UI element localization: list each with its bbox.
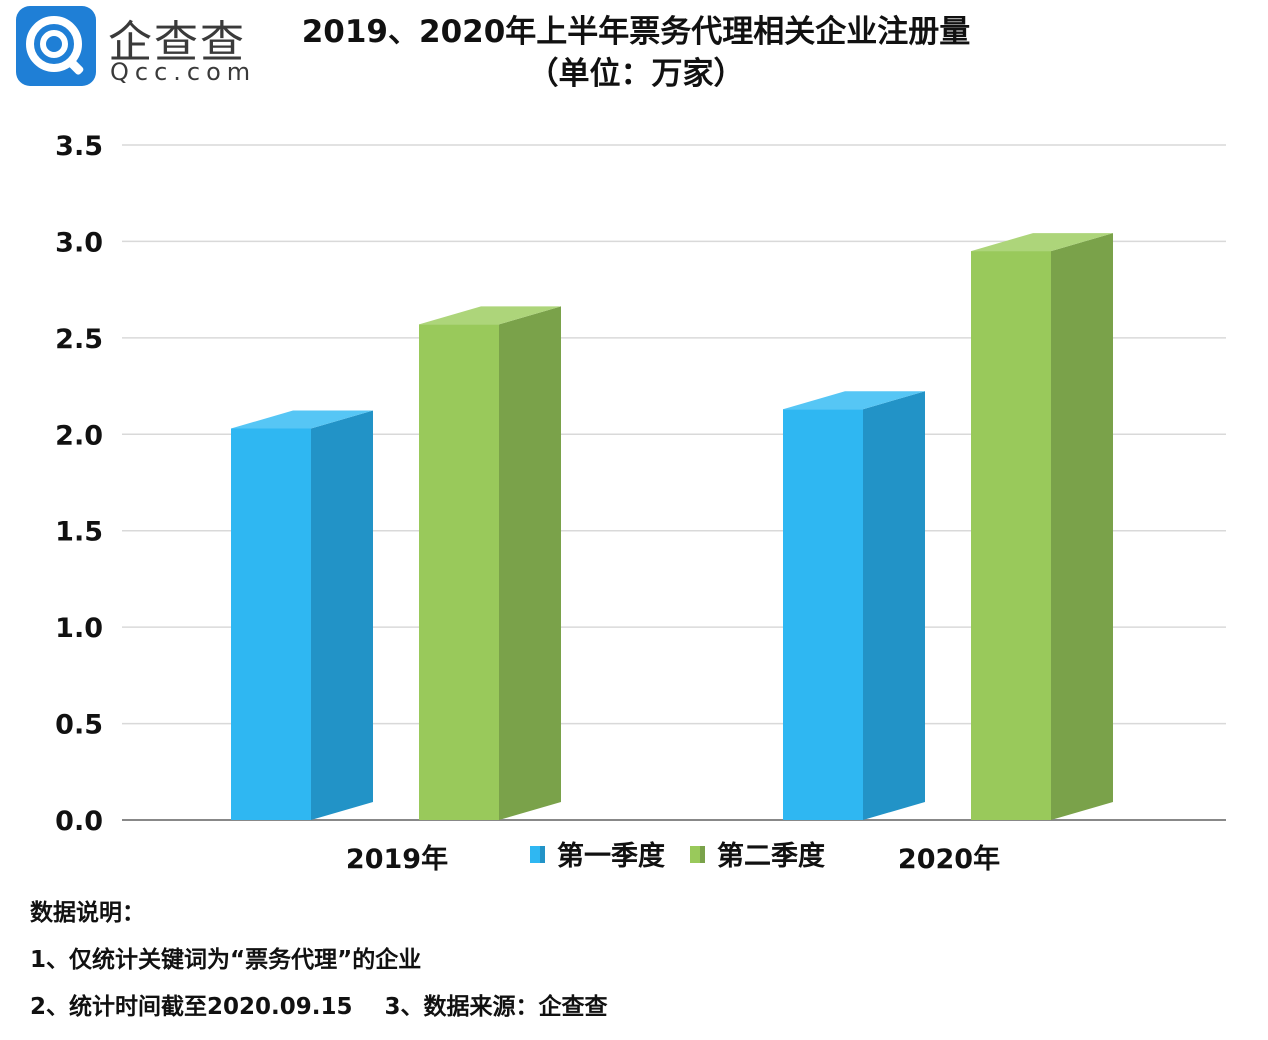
logo-name-en: Qcc.com (110, 58, 257, 86)
notes-heading: 数据说明： (30, 900, 145, 926)
bar-side-第一季度-2019年 (311, 410, 373, 820)
y-tick-label: 0.0 (55, 806, 103, 837)
chart-subtitle: （单位：万家） (527, 56, 745, 92)
y-tick-label: 2.0 (55, 420, 103, 451)
legend-label-第二季度: 第二季度 (717, 840, 825, 872)
y-tick-label: 0.5 (55, 710, 103, 741)
bar-side-第二季度-2019年 (499, 306, 561, 820)
y-tick-label: 1.5 (55, 517, 103, 548)
bar-第一季度-2020年 (783, 409, 863, 820)
logo-name-cn: 企查查 (108, 17, 246, 68)
legend-swatch-edge-第二季度 (700, 846, 705, 863)
qcc-logo: 企查查 Qcc.com (16, 6, 256, 90)
bar-第二季度-2019年 (419, 324, 499, 820)
bar-top-第一季度-2019年 (231, 410, 373, 429)
bar-side-第一季度-2020年 (863, 391, 925, 820)
legend-label-第一季度: 第一季度 (557, 840, 665, 872)
x-tick-label: 2019年 (346, 843, 448, 875)
bar-top-第二季度-2019年 (419, 306, 561, 325)
x-tick-label: 2020年 (898, 843, 1000, 875)
data-notes: 数据说明： 1、仅统计关键词为“票务代理”的企业 2、统计时间截至2020.09… (30, 895, 608, 1036)
bar-chart: 0.0 0.5 1.0 1.5 2.0 2.5 3.0 3.5 2019年 2020年 第一季度 第二… (55, 131, 1226, 875)
bar-side-第二季度-2020年 (1051, 233, 1113, 821)
chart-title: 2019、2020年上半年票务代理相关企业注册量 (301, 14, 971, 50)
bar-top-第二季度-2020年 (971, 233, 1113, 252)
y-tick-label: 1.0 (55, 613, 103, 644)
y-tick-label: 3.0 (55, 227, 103, 258)
y-tick-label: 3.5 (55, 131, 103, 162)
bar-top-第一季度-2020年 (783, 391, 925, 410)
notes-line-2: 2、统计时间截至2020.09.15 3、数据来源：企查查 (30, 994, 608, 1020)
notes-line-1: 1、仅统计关键词为“票务代理”的企业 (30, 947, 422, 973)
qcc-logo-icon (16, 6, 96, 86)
bar-第一季度-2019年 (231, 428, 311, 820)
y-tick-label: 2.5 (55, 324, 103, 355)
legend-swatch-edge-第一季度 (540, 846, 545, 863)
bar-第二季度-2020年 (971, 251, 1051, 821)
